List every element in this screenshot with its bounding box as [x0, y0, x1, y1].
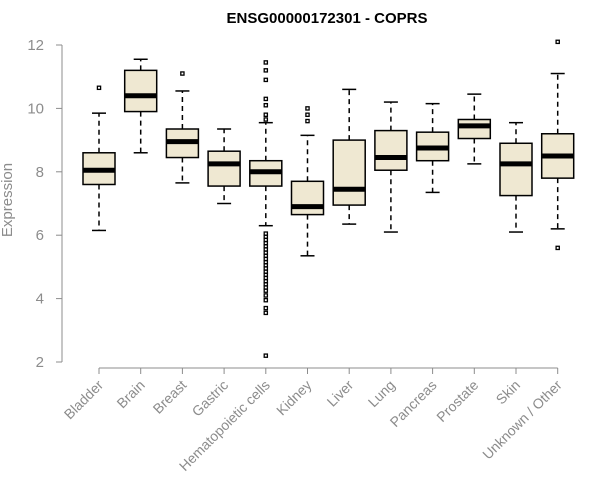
y-axis-label: Expression	[0, 163, 16, 237]
x-tick-label: Unknown / Other	[479, 377, 565, 463]
outlier-point	[263, 77, 269, 83]
iqr-box	[374, 129, 408, 171]
x-tick-label: Brain	[113, 377, 147, 411]
box-lung	[374, 101, 408, 233]
box-prostate	[457, 93, 492, 165]
y-tick-label: 4	[36, 291, 44, 308]
iqr-box	[290, 180, 325, 216]
y-tick-label: 6	[36, 227, 44, 244]
y-axis: 2 4 6 8 10 12	[27, 37, 63, 371]
box-pancreas	[415, 102, 450, 194]
x-tick-label: Breast	[150, 377, 190, 417]
outlier-point	[263, 288, 269, 293]
y-tick-label: 8	[36, 164, 44, 181]
outlier-point	[263, 353, 269, 358]
outlier-point	[263, 310, 269, 316]
outlier-point	[180, 71, 185, 76]
y-tick-label: 2	[36, 354, 44, 371]
outlier-point	[263, 96, 269, 102]
outlier-point	[305, 118, 310, 124]
iqr-box	[457, 118, 492, 140]
box-liver	[332, 88, 366, 225]
y-tick-label: 12	[27, 37, 44, 54]
x-tick-label: Lung	[365, 377, 398, 410]
box-hematopoietic-cells	[249, 60, 283, 358]
outlier-point	[263, 305, 269, 311]
outlier-point	[263, 293, 269, 298]
outlier-point	[263, 102, 269, 108]
outlier-point	[263, 117, 269, 122]
box-breast	[165, 71, 200, 184]
outlier-point	[263, 68, 269, 73]
iqr-box	[123, 69, 158, 113]
x-tick-label: Kidney	[273, 377, 315, 419]
box-brain	[123, 58, 158, 154]
outlier-point	[263, 60, 269, 65]
x-tick-label: Skin	[493, 377, 524, 408]
x-tick-label: Liver	[324, 377, 357, 410]
iqr-box	[207, 150, 241, 187]
x-tick-label: Bladder	[61, 377, 107, 423]
outlier-point	[555, 245, 560, 251]
outlier-point	[96, 85, 102, 91]
iqr-box	[332, 139, 366, 206]
box-unknown-other	[540, 39, 575, 251]
box-bladder	[82, 85, 116, 232]
x-tick-label: Prostate	[433, 377, 481, 425]
box-kidney	[290, 106, 325, 257]
box-skin	[499, 121, 533, 233]
outlier-point	[305, 106, 310, 111]
chart-title: ENSG00000172301 - COPRS	[227, 10, 428, 27]
outlier-point	[263, 297, 269, 303]
iqr-box	[499, 142, 533, 197]
box-group	[82, 39, 575, 358]
outlier-point	[305, 112, 310, 117]
outlier-point	[263, 112, 269, 117]
outlier-point	[555, 39, 560, 45]
box-gastric	[207, 128, 241, 205]
y-tick-label: 10	[27, 100, 44, 117]
